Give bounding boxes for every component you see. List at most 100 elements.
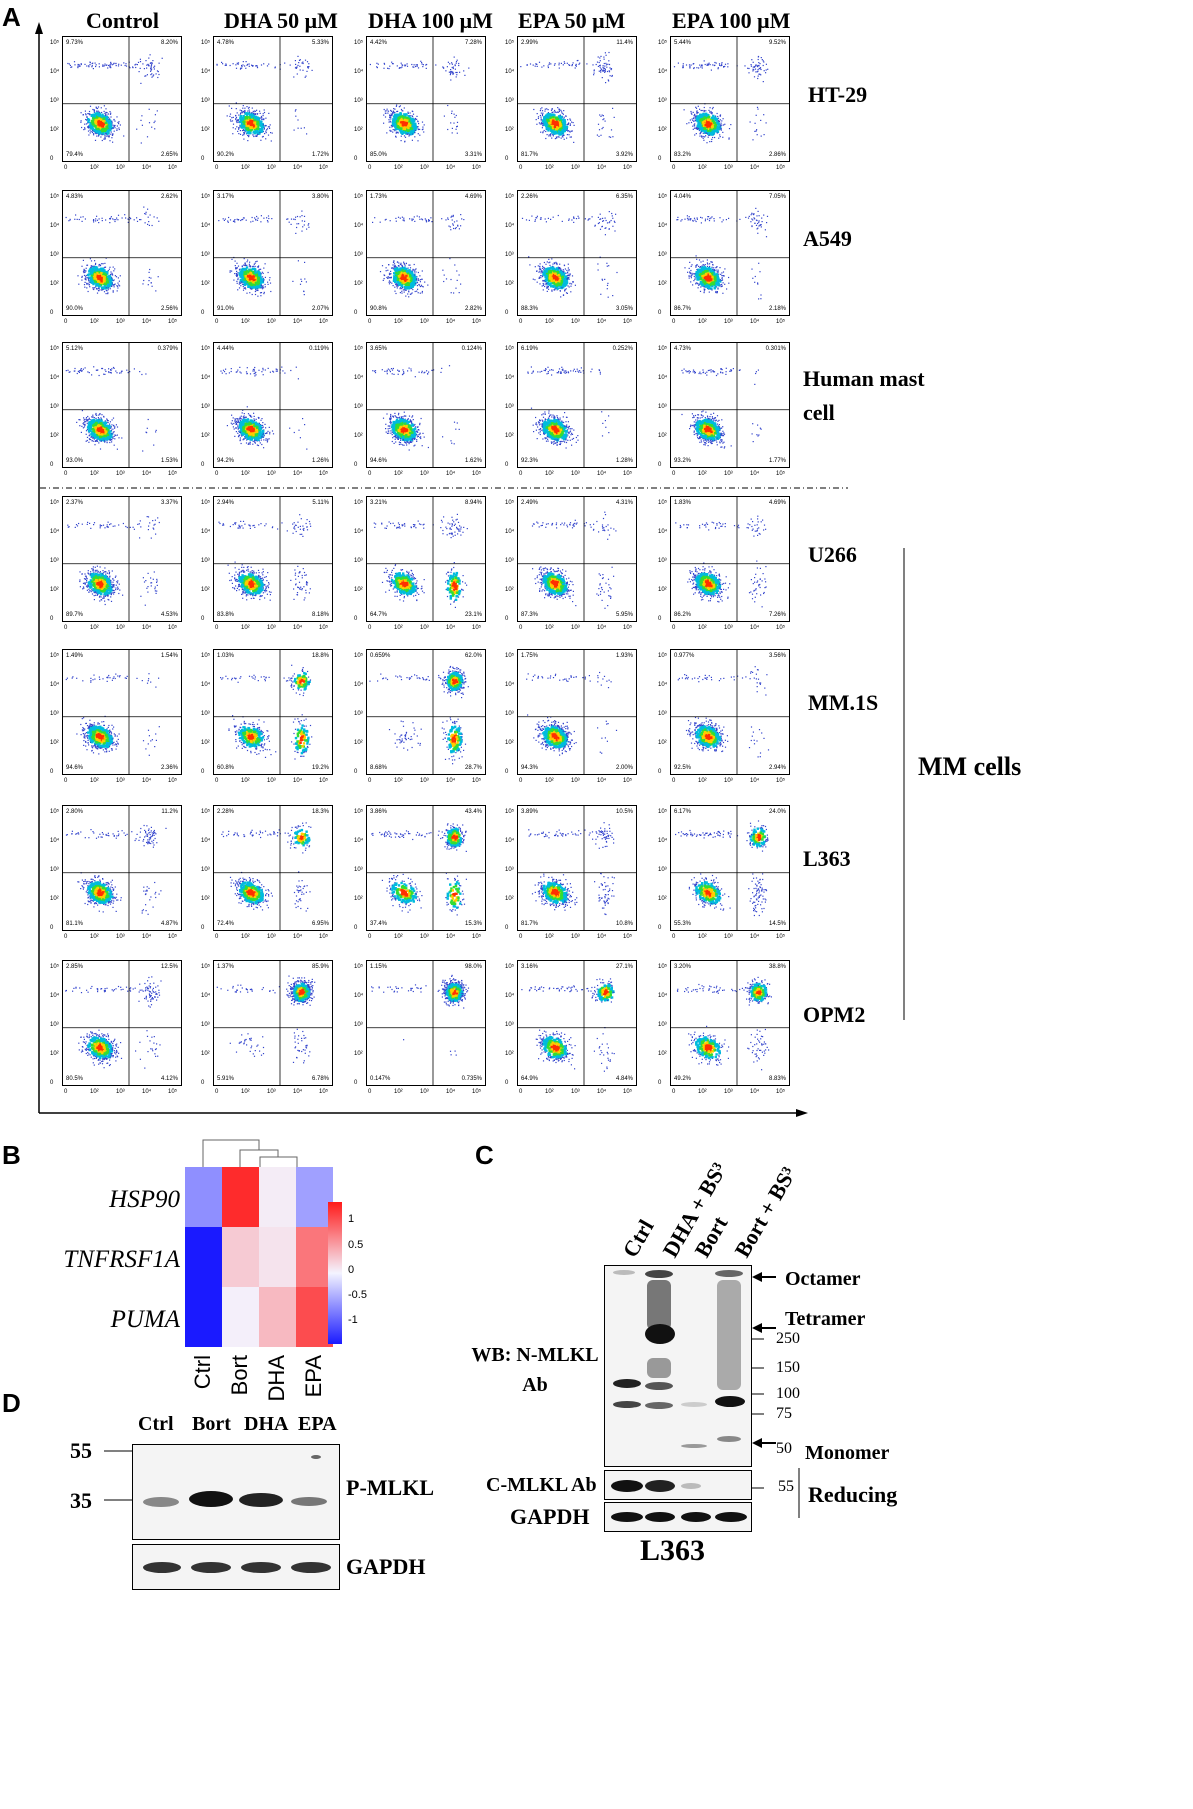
y-tick: 10⁴ [50, 69, 60, 75]
reducing-label: Reducing [808, 1482, 898, 1507]
x-tick: 10³ [420, 778, 429, 784]
quadrant-percent: 4.69% [464, 194, 482, 200]
c-mlkl-ab-label: C-MLKL Ab [486, 1474, 597, 1496]
x-tick: 10³ [571, 625, 580, 631]
x-tick: 0 [64, 934, 68, 940]
x-tick: 10⁴ [597, 319, 607, 325]
y-tick: 10⁴ [50, 682, 60, 688]
y-tick: 10³ [201, 711, 210, 717]
mw-150: 150 [776, 1359, 800, 1376]
quadrant-percent: 5.44% [674, 40, 692, 46]
y-tick: 0 [201, 156, 205, 162]
quadrant-percent: 4.69% [768, 500, 786, 506]
x-tick: 0 [672, 934, 676, 940]
y-tick: 10⁵ [201, 194, 211, 200]
flow-plot: 5.44% 9.52% 83.2% 2.86% [670, 36, 790, 162]
y-tick: 0 [658, 616, 662, 622]
x-tick: 10² [90, 1089, 99, 1095]
quadrant-percent: 2.99% [521, 40, 539, 46]
quadrant-percent: 1.03% [217, 653, 235, 659]
flow-plot: 1.73% 4.69% 90.8% 2.82% [366, 190, 486, 316]
flow-plot: 2.28% 18.3% 72.4% 6.95% [213, 805, 333, 931]
x-tick: 10⁴ [750, 165, 760, 171]
quadrant-percent: 89.7% [66, 612, 84, 618]
y-tick: 10⁴ [201, 993, 211, 999]
flow-plot: 0.659% 62.0% 8.68% 28.7% [366, 649, 486, 775]
quadrant-percent: 10.8% [615, 921, 633, 927]
y-tick: 10² [505, 896, 514, 902]
quadrant-percent: 38.8% [768, 964, 786, 970]
sample-label: Ctrl [190, 1355, 215, 1389]
x-tick: 10⁴ [446, 934, 456, 940]
quadrant-percent: 94.2% [217, 458, 235, 464]
x-tick: 10⁴ [293, 319, 303, 325]
row-label-6: OPM2 [803, 1002, 866, 1027]
y-tick: 10⁴ [50, 223, 60, 229]
quadrant-percent: 4.53% [160, 612, 178, 618]
sample-label: Bort [227, 1355, 252, 1395]
quadrant-percent: 62.0% [464, 653, 482, 659]
heatmap-cell [185, 1167, 222, 1227]
x-tick: 10² [90, 625, 99, 631]
y-tick: 10³ [505, 252, 514, 258]
x-tick: 10⁴ [750, 778, 760, 784]
quadrant-percent: 60.8% [217, 765, 235, 771]
x-tick: 10² [545, 934, 554, 940]
gapdh-c-label: GAPDH [510, 1504, 590, 1529]
x-tick: 10⁵ [623, 778, 633, 784]
x-tick: 10³ [571, 934, 580, 940]
quadrant-percent: 11.4% [616, 40, 633, 46]
y-tick: 10² [505, 1051, 514, 1057]
y-tick: 10⁴ [354, 529, 364, 535]
y-tick: 10³ [505, 867, 514, 873]
quadrant-percent: 6.17% [674, 809, 692, 815]
y-tick: 10⁵ [50, 653, 60, 659]
x-tick: 0 [672, 319, 676, 325]
x-tick: 0 [368, 1089, 372, 1095]
x-tick: 10² [698, 778, 707, 784]
wb-n-mlkl-label: WB: N-MLKL Ab [471, 1344, 599, 1396]
flow-plot: 2.49% 4.31% 87.3% 5.95% [517, 496, 637, 622]
y-tick: 10⁵ [354, 653, 364, 659]
quadrant-percent: 9.52% [768, 40, 786, 46]
quadrant-percent: 7.05% [768, 194, 786, 200]
y-tick: 10⁴ [658, 69, 668, 75]
quadrant-percent: 0.124% [461, 346, 482, 352]
x-tick: 10⁴ [597, 778, 607, 784]
y-tick: 0 [505, 462, 509, 468]
flow-plot: 4.42% 7.28% 85.0% 3.31% [366, 36, 486, 162]
x-tick: 10² [241, 1089, 250, 1095]
y-tick: 0 [50, 156, 54, 162]
quadrant-percent: 1.77% [768, 458, 786, 464]
y-tick: 10² [354, 896, 363, 902]
mw-55-reducing: 55 [778, 1478, 794, 1495]
c-gapdh-blot [604, 1502, 752, 1532]
flow-plot: 2.85% 12.5% 80.5% 4.12% [62, 960, 182, 1086]
y-tick: 0 [354, 156, 358, 162]
x-tick: 10⁵ [319, 625, 329, 631]
x-tick: 0 [672, 471, 676, 477]
quadrant-percent: 91.0% [217, 306, 235, 312]
y-tick: 10⁴ [658, 529, 668, 535]
x-tick: 10⁴ [446, 625, 456, 631]
quadrant-percent: 1.26% [311, 458, 329, 464]
y-tick: 10³ [354, 867, 363, 873]
quadrant-percent: 19.2% [311, 765, 329, 771]
y-tick: 10⁴ [505, 993, 515, 999]
y-tick: 0 [505, 769, 509, 775]
x-tick: 10³ [116, 471, 125, 477]
quadrant-percent: 5.95% [615, 612, 633, 618]
x-tick: 10³ [116, 319, 125, 325]
x-tick: 0 [64, 165, 68, 171]
y-tick: 10⁵ [658, 964, 668, 970]
x-tick: 10⁴ [446, 1089, 456, 1095]
x-tick: 10⁴ [293, 625, 303, 631]
y-tick: 10² [658, 281, 667, 287]
quadrant-percent: 2.94% [217, 500, 235, 506]
quadrant-percent: 2.86% [768, 152, 786, 158]
x-tick: 0 [672, 625, 676, 631]
dendrogram [202, 1139, 298, 1167]
flow-plot: 1.75% 1.93% 94.3% 2.00% [517, 649, 637, 775]
column-header-2: DHA 100 μM [368, 8, 493, 33]
quadrant-percent: 18.8% [311, 653, 329, 659]
